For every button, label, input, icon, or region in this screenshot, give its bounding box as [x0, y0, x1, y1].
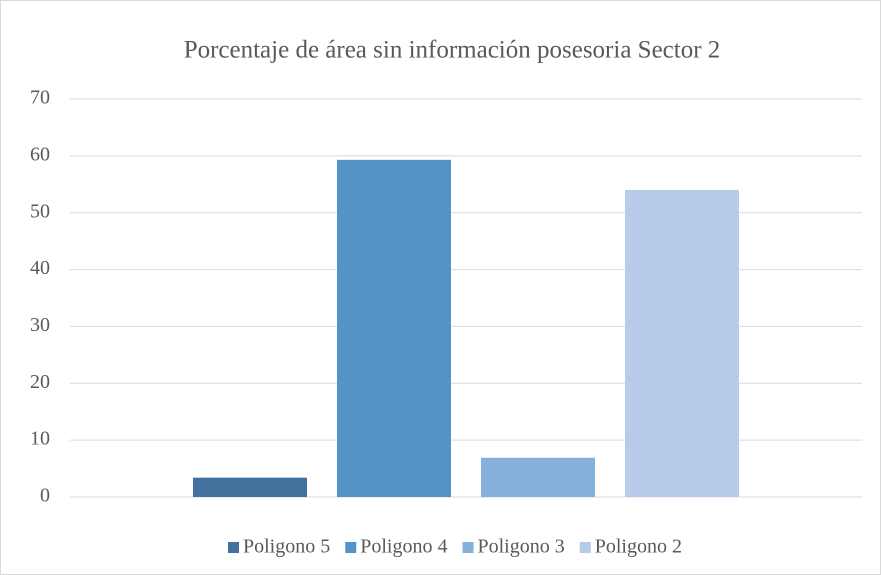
y-tick-label: 60: [30, 143, 50, 165]
bar: [481, 457, 595, 497]
legend-swatch: [462, 542, 474, 553]
legend-swatch: [579, 542, 591, 553]
y-tick-label: 40: [30, 257, 50, 279]
legend-label: Poligono 3: [478, 536, 565, 558]
bar: [337, 159, 451, 497]
y-tick-label: 20: [30, 371, 50, 393]
y-tick-label: 50: [30, 200, 50, 222]
legend-label: Poligono 4: [360, 536, 447, 558]
legend-label: Poligono 2: [595, 536, 682, 558]
y-tick-label: 30: [30, 314, 50, 336]
legend-label: Poligono 5: [243, 536, 330, 558]
legend-swatch: [228, 542, 239, 553]
bar: [625, 189, 739, 497]
chart-title: Porcentaje de área sin información poses…: [184, 37, 721, 64]
y-tick-label: 0: [40, 485, 50, 507]
y-tick-label: 70: [30, 87, 50, 109]
y-tick-label: 10: [30, 428, 50, 450]
legend-swatch: [345, 542, 357, 553]
bar: [193, 477, 307, 497]
